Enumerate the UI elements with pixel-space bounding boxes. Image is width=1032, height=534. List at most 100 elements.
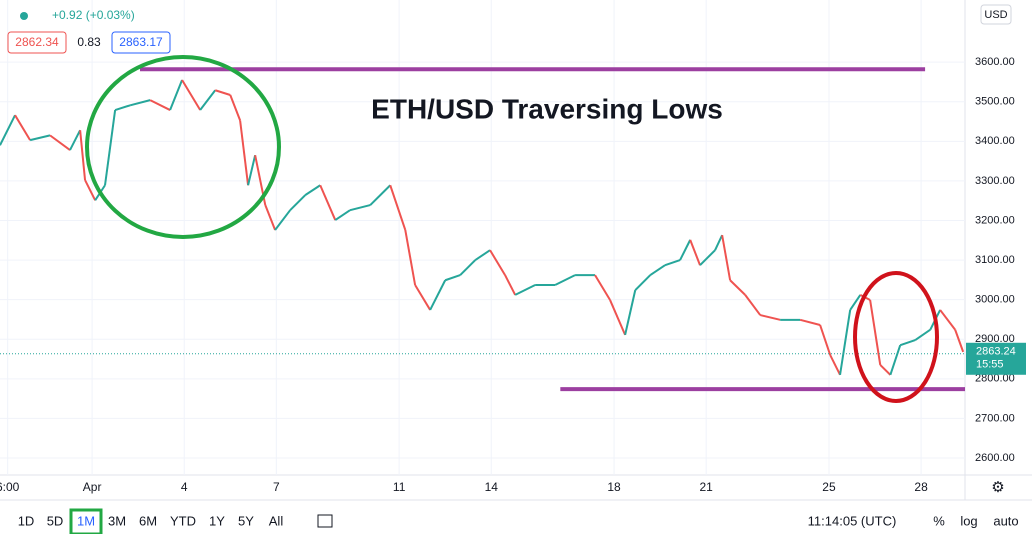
range-button[interactable]: 5Y [238,513,254,528]
price-segment [514,284,536,296]
price-segment [829,354,841,376]
status-dot [20,12,28,20]
last-price-label: 2863.24 [976,346,1016,358]
range-button[interactable]: 3M [108,513,126,528]
x-tick-label: 7 [273,480,280,494]
price-segment [274,209,291,231]
price-segment [304,184,321,196]
highlight-circle [85,55,281,239]
ask: 2863.17 [119,35,163,49]
price-segment [104,109,117,186]
price-segment [649,264,666,276]
currency: USD [984,9,1007,21]
price-segment [554,274,576,286]
price-segment [849,294,862,311]
x-tick-label: 11 [393,480,406,494]
x-tick-label: 18 [607,480,621,494]
auto-toggle[interactable]: auto [993,513,1018,528]
percent-toggle[interactable]: % [933,513,945,528]
price-segment [149,99,171,111]
price-segment [879,364,892,376]
price-segment [721,234,732,281]
price-segment [181,79,202,111]
price-segment [459,259,476,276]
price-change: +0.92 (+0.03%) [52,8,135,22]
y-tick-label: 3500.00 [975,96,1015,108]
x-tick-label: Apr [83,480,102,494]
log-toggle[interactable]: log [960,513,977,528]
x-tick-label: 25 [822,480,836,494]
x-tick-label: 4 [181,480,188,494]
price-segment [689,239,701,266]
y-tick-label: 2800.00 [975,373,1015,385]
price-segment [489,249,506,276]
price-segment [49,134,71,151]
y-tick-label: 2600.00 [975,452,1015,464]
x-tick-label: 21 [699,480,713,494]
price-segment [744,294,762,316]
price-segment [474,249,491,261]
price-segment [869,299,882,366]
y-tick-label: 2700.00 [975,412,1015,424]
price-segment [759,314,781,321]
y-tick-label: 3400.00 [975,135,1015,147]
range-button[interactable]: All [269,513,284,528]
price-segment [79,130,87,181]
ask-box[interactable] [111,31,171,54]
last-price-box [966,342,1026,375]
price-segment [714,234,724,251]
price-segment [729,279,746,296]
price-segment [504,274,517,296]
price-segment [319,184,337,221]
y-tick-label: 3600.00 [975,56,1015,68]
plot: 2600.00 2700.00 2800.00 2900.00 3000.00 3100.… [0,0,1026,494]
price-segment [199,89,217,111]
price-segment [169,79,183,111]
price-segment [369,184,391,206]
date-range-icon[interactable] [317,514,333,528]
price-segment [0,114,16,146]
price-segment [334,209,351,221]
highlight-circle [853,271,939,403]
y-tick-label: 3000.00 [975,294,1015,306]
settings-icon[interactable]: ⚙ [991,479,1004,496]
price-segment [899,339,916,347]
bid-box[interactable] [7,31,67,54]
range-button[interactable]: 6M [139,513,157,528]
price-segment [414,284,432,311]
price-segment [609,299,627,336]
y-tick-label: 3100.00 [975,254,1015,266]
range-button[interactable]: 1Y [209,513,225,528]
price-segment [444,274,461,282]
y-tick-label: 3200.00 [975,214,1015,226]
price-segment [84,179,97,201]
price-segment [264,204,277,231]
price-segment [404,229,417,286]
price-segment [634,274,651,291]
y-tick-label: 2900.00 [975,333,1015,345]
price-segment [889,344,902,376]
price-segment [214,89,231,96]
x-tick-label: 6:00 [0,480,20,494]
price-segment [594,274,611,301]
currency-box[interactable] [980,4,1012,25]
y-tick-label: 3300.00 [975,175,1015,187]
range-selected[interactable] [69,508,103,534]
price-segment [349,204,371,212]
price-segment [624,289,637,336]
price-segment [429,279,447,311]
range-button[interactable]: YTD [170,513,196,528]
range-button[interactable]: 5D [47,513,64,528]
price-segment [114,104,131,111]
spread: 0.83 [77,35,101,49]
price-segment [239,120,250,186]
price-segment [699,249,716,266]
range-button[interactable]: 1D [18,513,35,528]
price-segment [819,324,832,356]
range-button[interactable]: 1M [77,513,95,528]
price-segment [389,184,407,231]
price-segment [664,259,681,267]
bid: 2862.34 [15,35,59,49]
